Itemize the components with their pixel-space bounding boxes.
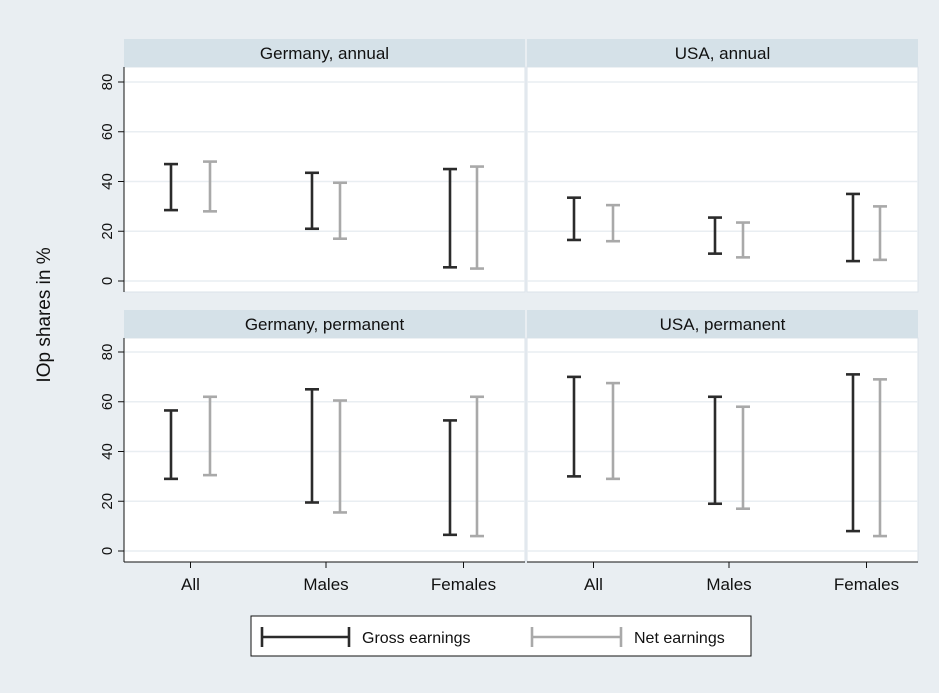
y-tick-label: 20 (99, 223, 116, 240)
panel-header (527, 39, 918, 67)
gross-range-bar (164, 409, 178, 481)
net-range-bar (203, 395, 217, 477)
panel-title: Germany, permanent (245, 315, 405, 334)
net-range-bar (333, 399, 347, 514)
net-range-bar (736, 405, 750, 511)
panel-title: USA, annual (675, 44, 770, 63)
y-tick-label: 80 (99, 344, 116, 361)
net-range-bar (606, 381, 620, 481)
net-range-bar (470, 395, 484, 538)
gross-range-bar (708, 216, 722, 255)
net-range-bar (470, 165, 484, 270)
panel-header (124, 310, 525, 338)
panel-title: Germany, annual (260, 44, 389, 63)
x-tick-label: Males (303, 575, 348, 594)
gross-range-bar (164, 162, 178, 212)
panels-layer: Germany, annual 0 20 40 60 80 USA, annual Germa… (99, 39, 919, 594)
gross-range-bar (846, 192, 860, 263)
y-tick-label: 40 (99, 173, 116, 190)
gross-range-bar (708, 395, 722, 506)
panel-plot-area (123, 66, 526, 293)
gross-range-bar (846, 373, 860, 533)
y-tick-label: 0 (99, 277, 116, 285)
gross-range-bar (305, 388, 319, 504)
gross-range-bar (567, 196, 581, 242)
legend-key (530, 627, 623, 647)
net-range-bar (873, 378, 887, 538)
y-tick-label: 0 (99, 547, 116, 555)
panel-plot-area (526, 66, 919, 293)
x-tick-label: Females (834, 575, 899, 594)
panel-header (124, 39, 525, 67)
y-tick-label: 60 (99, 123, 116, 140)
gross-range-bar (443, 167, 457, 269)
x-tick-label: All (584, 575, 603, 594)
gross-range-bar (567, 375, 581, 478)
net-range-bar (873, 205, 887, 262)
y-tick-label: 80 (99, 74, 116, 91)
net-range-bar (606, 203, 620, 243)
net-range-bar (736, 221, 750, 259)
gross-range-bar (443, 419, 457, 537)
panel-header (527, 310, 918, 338)
legend-label: Net earnings (634, 630, 725, 647)
x-tick-label: Females (431, 575, 496, 594)
net-range-bar (203, 160, 217, 213)
y-tick-label: 20 (99, 493, 116, 510)
legend: Gross earnings Net earnings (250, 615, 752, 657)
x-tick-label: All (181, 575, 200, 594)
panel-plot-area (526, 337, 919, 563)
panel-title: USA, permanent (660, 315, 786, 334)
gross-range-bar (305, 171, 319, 231)
y-axis-title: IOp shares in % (34, 247, 55, 382)
legend-key (260, 627, 351, 647)
y-tick-label: 60 (99, 393, 116, 410)
net-range-bar (333, 181, 347, 241)
x-tick-label: Males (706, 575, 751, 594)
y-tick-label: 40 (99, 443, 116, 460)
panel-plot-area (123, 337, 526, 563)
legend-label: Gross earnings (362, 630, 471, 647)
